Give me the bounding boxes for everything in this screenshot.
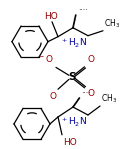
Text: O: O [49, 92, 56, 101]
Text: HO: HO [63, 138, 77, 147]
Text: ....: .... [81, 86, 91, 95]
Text: O: O [87, 55, 94, 64]
Text: $^-$O: $^-$O [37, 53, 54, 64]
Text: O: O [87, 89, 94, 98]
Text: $^+$H$_2$N: $^+$H$_2$N [60, 37, 87, 50]
Text: $^+$H$_2$N: $^+$H$_2$N [60, 116, 87, 129]
Text: CH$_3$: CH$_3$ [101, 93, 117, 105]
Text: CH$_3$: CH$_3$ [104, 17, 120, 30]
Text: ....: .... [78, 3, 88, 12]
Text: S: S [68, 72, 76, 82]
Text: HO: HO [44, 12, 58, 21]
